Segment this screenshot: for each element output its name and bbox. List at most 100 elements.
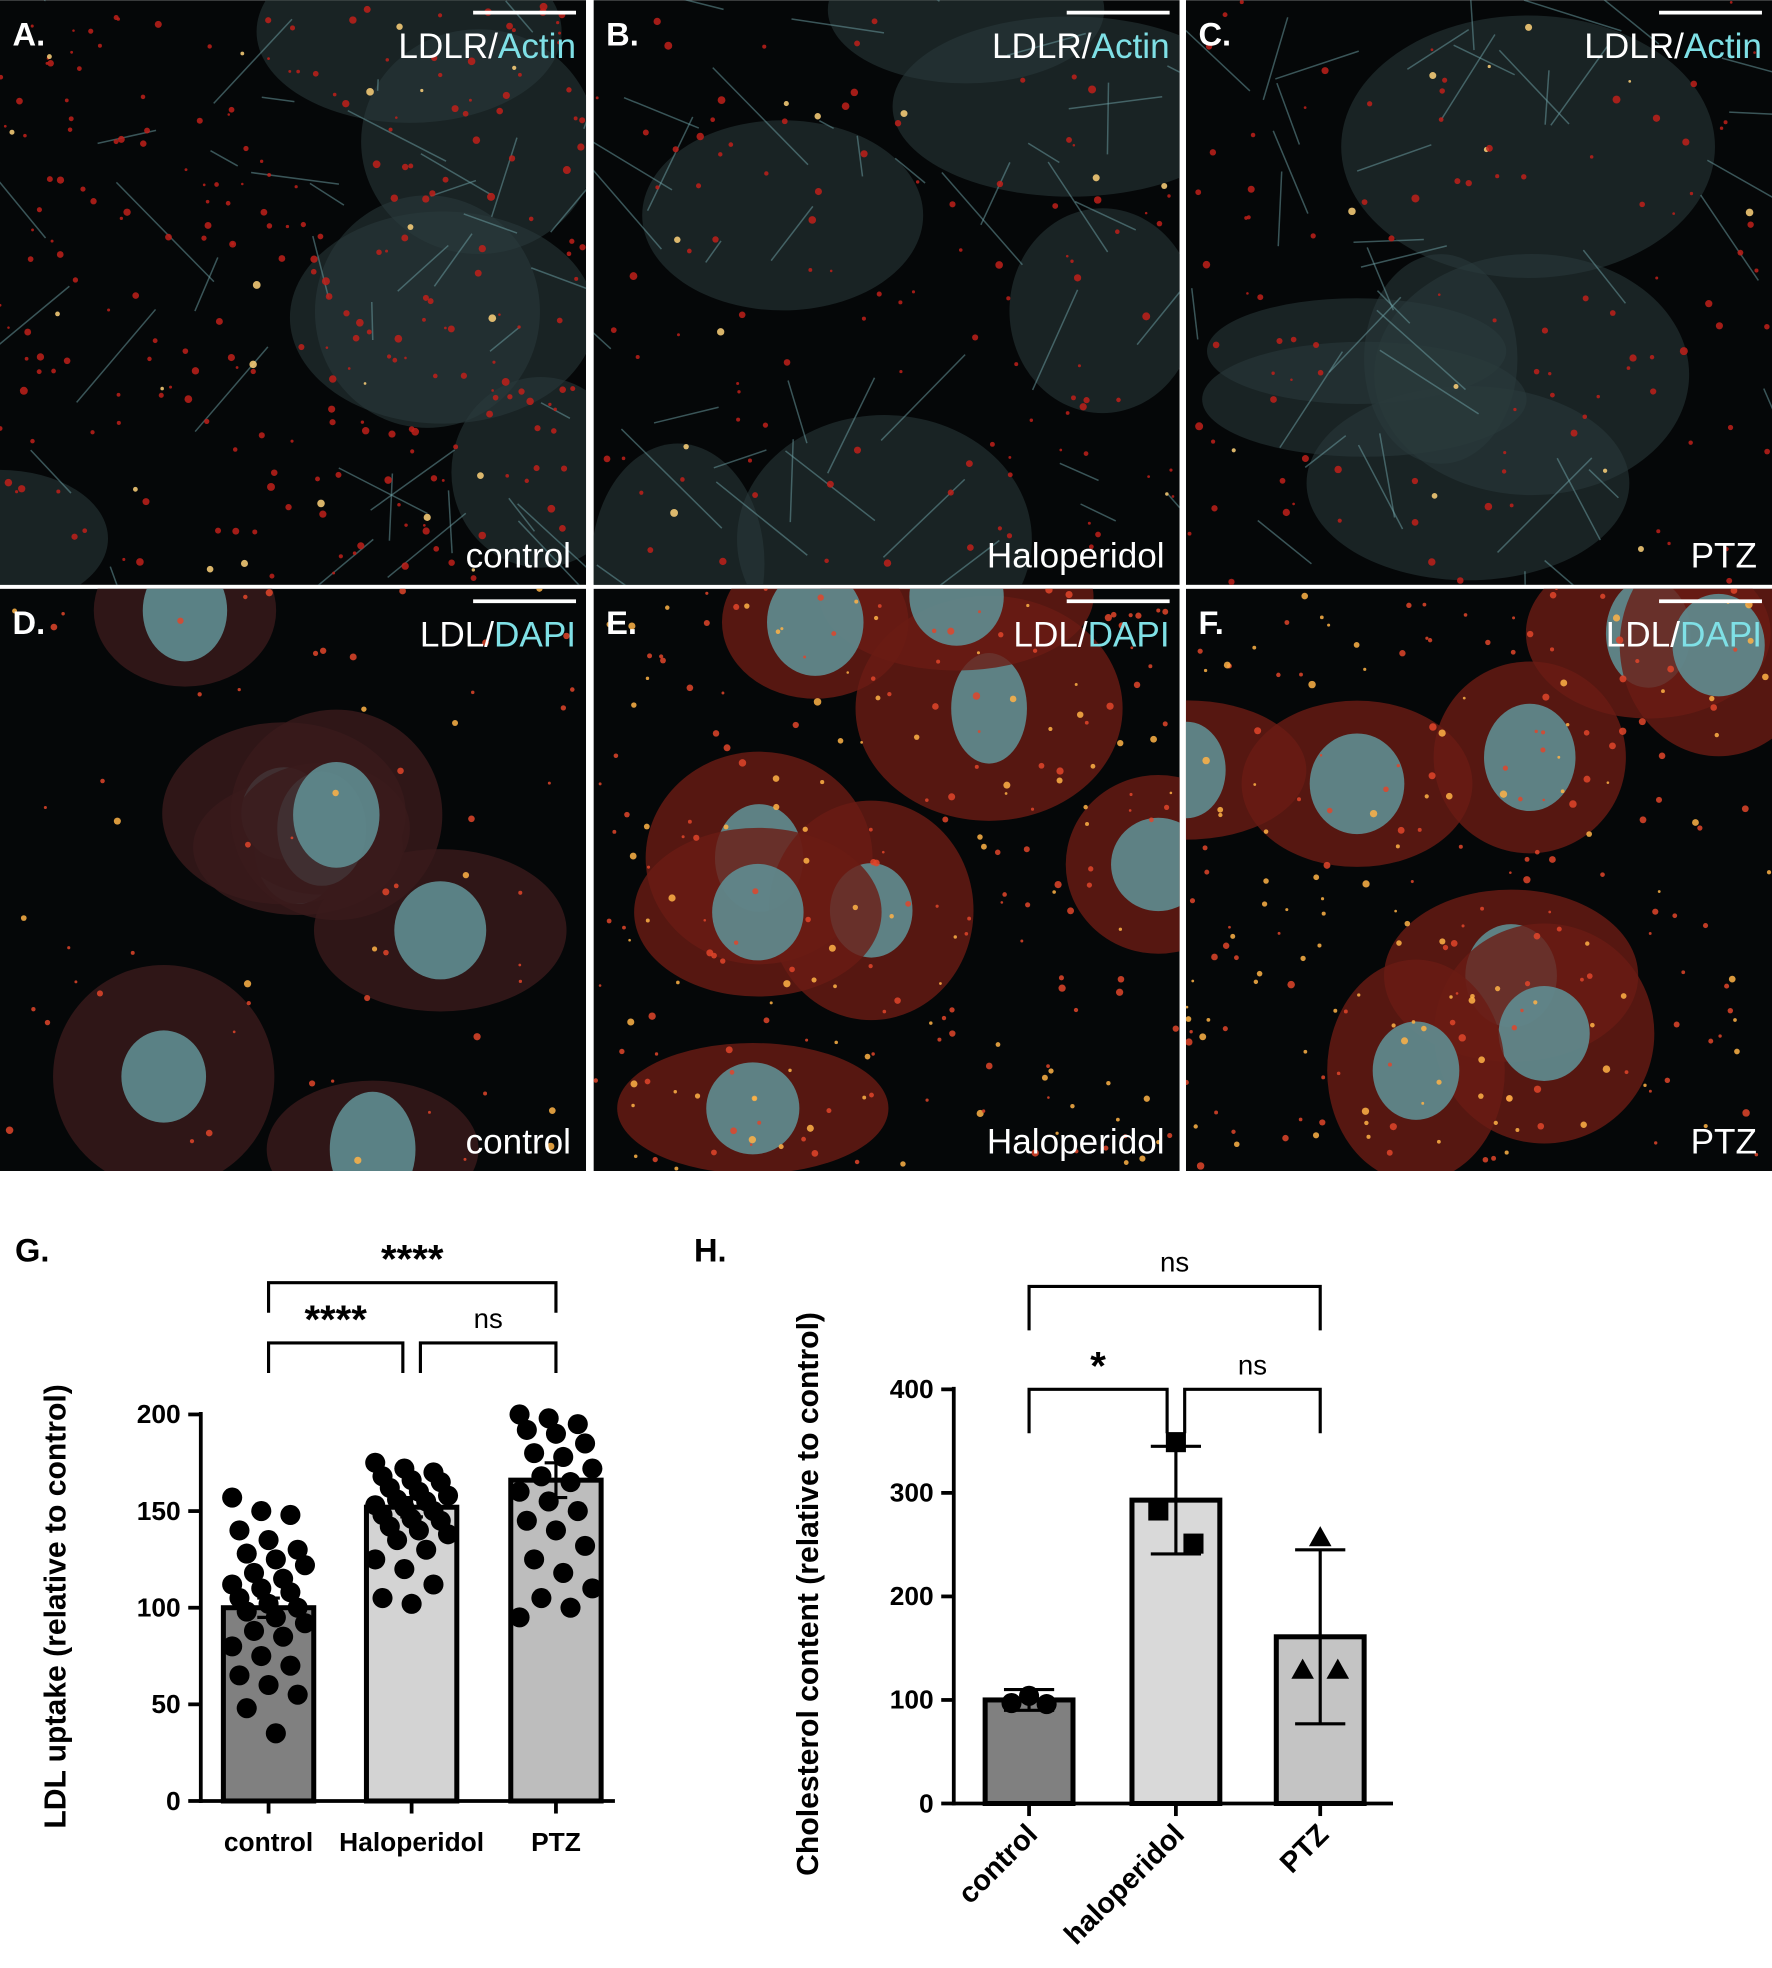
actin-fiber xyxy=(517,503,587,569)
data-point xyxy=(1165,1432,1186,1453)
ldlr-spot xyxy=(1231,448,1236,453)
ldlr-spot xyxy=(736,417,741,422)
ldl-spot xyxy=(61,612,65,616)
ldlr-spot xyxy=(861,316,866,321)
y-tick-label: 0 xyxy=(919,1788,934,1818)
micrograph xyxy=(1185,588,1772,1171)
ldlr-spot xyxy=(762,44,767,49)
ldlr-spot xyxy=(267,57,270,61)
ldl-spot xyxy=(645,676,650,681)
ldlr-spot xyxy=(1270,396,1277,403)
ldl-spot xyxy=(1129,792,1133,796)
actin-fiber xyxy=(376,79,379,91)
ldlr-spot xyxy=(372,160,381,169)
actin-fiber xyxy=(1378,433,1396,518)
ldl-spot xyxy=(820,780,825,785)
ldlr-spot xyxy=(1334,465,1342,474)
ldlr-spot xyxy=(557,40,561,45)
ldl-spot xyxy=(1009,695,1017,703)
ldlr-spot xyxy=(664,41,673,50)
ldlr-spot xyxy=(1747,221,1754,228)
ldlr-spot xyxy=(140,140,147,147)
ldl-spot xyxy=(1103,1145,1109,1151)
ldl-spot xyxy=(1478,1056,1485,1064)
ldlr-spot xyxy=(1439,88,1445,94)
data-point xyxy=(408,1520,429,1541)
ldl-spot xyxy=(1299,672,1303,677)
ldl-spot xyxy=(1117,975,1125,983)
ldl-spot xyxy=(1104,614,1112,622)
ldl-spot xyxy=(723,744,731,752)
actin-fiber xyxy=(1603,0,1660,45)
ldl-spot xyxy=(1692,819,1699,826)
ldl-spot xyxy=(949,1030,956,1037)
ldlr-spot xyxy=(1724,547,1729,552)
ldlr-spot xyxy=(122,557,126,561)
ldlr-spot xyxy=(422,294,429,301)
ldl-spot xyxy=(757,1120,762,1125)
ldl-spot xyxy=(364,995,371,1002)
ldlr-spot xyxy=(814,113,821,120)
ldl-spot xyxy=(371,946,378,952)
actin-fiber xyxy=(115,181,215,283)
ldl-spot xyxy=(789,966,795,973)
data-point xyxy=(1036,1694,1057,1715)
micrograph xyxy=(1185,0,1772,585)
ldlr-spot xyxy=(427,298,434,305)
cell-body xyxy=(1009,208,1180,414)
ldlr-spot xyxy=(366,88,374,96)
ldl-spot xyxy=(1733,647,1738,652)
ldlr-spot xyxy=(1689,191,1694,196)
ldl-spot xyxy=(1162,721,1168,727)
actin-fiber xyxy=(705,240,722,263)
ldl-spot xyxy=(1600,872,1605,877)
ldlr-spot xyxy=(363,5,371,13)
ldl-spot xyxy=(332,789,339,797)
ldl-spot xyxy=(648,1012,656,1020)
ldl-spot xyxy=(1313,874,1320,881)
ldl-spot xyxy=(20,915,27,921)
ldl-spot xyxy=(900,1161,906,1167)
ldlr-spot xyxy=(1065,254,1069,258)
ldlr-spot xyxy=(841,102,850,110)
ldlr-spot xyxy=(142,498,150,506)
ldl-spot xyxy=(1499,790,1508,798)
ldlr-spot xyxy=(1454,178,1461,185)
ldl-spot xyxy=(1218,812,1223,818)
condition-label: Haloperidol xyxy=(987,536,1165,575)
ldl-spot xyxy=(1533,1085,1542,1093)
ldlr-spot xyxy=(76,66,82,71)
ldlr-spot xyxy=(1165,492,1169,496)
ldlr-spot xyxy=(431,54,438,62)
ldl-spot xyxy=(463,1157,467,1161)
ldl-spot xyxy=(1217,806,1224,813)
ldl-spot xyxy=(1204,869,1210,875)
ldl-spot xyxy=(778,1144,784,1150)
ldlr-spot xyxy=(204,418,210,425)
ldl-spot xyxy=(873,615,879,621)
ldl-spot xyxy=(1400,1037,1409,1045)
ldlr-spot xyxy=(1655,276,1659,280)
ldl-spot xyxy=(1300,955,1306,962)
data-point xyxy=(509,1607,530,1628)
ldl-spot xyxy=(1445,792,1453,800)
condition-label: PTZ xyxy=(1691,536,1757,575)
ldl-spot xyxy=(1047,1096,1050,1099)
counterstain-name: Actin xyxy=(498,27,576,66)
actin-fiber xyxy=(789,439,794,523)
ldl-spot xyxy=(1000,901,1004,904)
y-tick-label: 200 xyxy=(890,1581,934,1611)
actin-fiber xyxy=(1497,457,1593,553)
actin-fiber xyxy=(1360,245,1447,268)
ldlr-spot xyxy=(653,17,661,26)
ldl-spot xyxy=(643,823,650,830)
ldlr-spot xyxy=(1093,196,1102,204)
ldl-spot xyxy=(1056,777,1063,784)
ldlr-spot xyxy=(259,159,264,163)
actin-fiber xyxy=(1706,159,1772,198)
ldlr-spot xyxy=(191,367,200,375)
ldlr-spot xyxy=(1095,531,1101,538)
ldl-spot xyxy=(290,836,294,840)
ldl-spot xyxy=(1557,755,1561,759)
ldlr-spot xyxy=(206,565,214,573)
